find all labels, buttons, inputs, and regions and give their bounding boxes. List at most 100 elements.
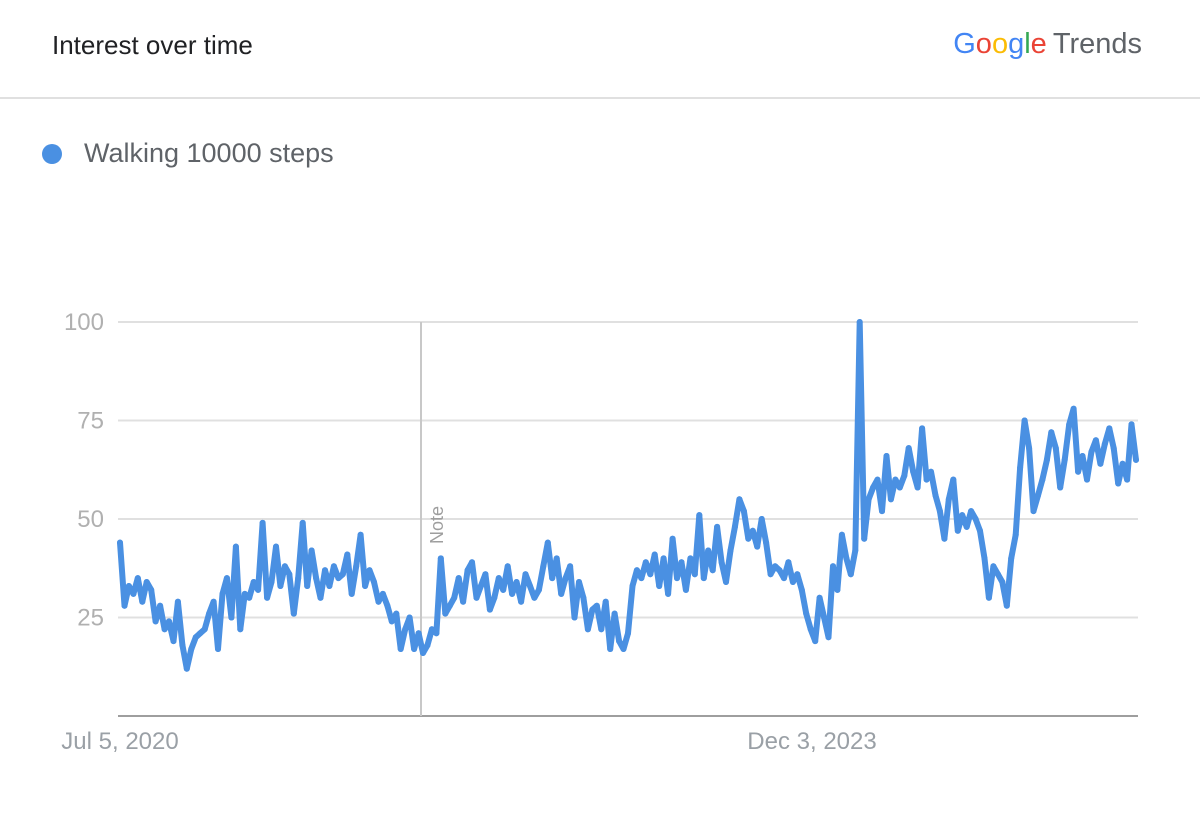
brand-letter: G: [953, 28, 976, 60]
data-point: [201, 626, 208, 633]
data-point: [928, 468, 934, 475]
data-point: [117, 539, 123, 546]
data-point: [125, 583, 132, 589]
data-point: [576, 579, 582, 585]
data-point: [192, 634, 199, 641]
y-tick-label: 50: [77, 506, 104, 533]
data-point: [317, 594, 324, 601]
data-point: [255, 586, 262, 593]
data-point: [892, 476, 899, 483]
data-point: [807, 626, 814, 633]
data-point: [843, 555, 850, 562]
data-point: [322, 567, 328, 574]
data-point: [273, 543, 279, 550]
data-point: [464, 567, 471, 574]
data-point: [968, 508, 975, 515]
data-point: [758, 516, 765, 522]
data-point: [629, 583, 636, 589]
data-point: [174, 598, 181, 605]
data-point: [375, 598, 382, 605]
legend[interactable]: Walking 10000 steps: [42, 138, 334, 169]
data-point: [1052, 445, 1059, 452]
data-point: [736, 496, 743, 503]
data-point: [1075, 468, 1082, 475]
data-point: [420, 650, 426, 656]
data-point: [531, 594, 538, 601]
data-point: [437, 555, 444, 562]
data-point: [607, 646, 614, 652]
data-point: [1035, 492, 1041, 499]
data-point: [335, 575, 342, 582]
data-point: [286, 571, 293, 578]
data-point: [776, 567, 783, 574]
data-point: [852, 547, 859, 554]
data-point: [700, 575, 707, 582]
data-point: [745, 535, 752, 542]
data-point: [847, 571, 854, 578]
data-point: [348, 590, 355, 597]
data-point: [718, 559, 725, 566]
data-point: [972, 516, 979, 522]
brand-suffix: Trends: [1052, 28, 1142, 60]
data-point: [794, 571, 801, 578]
data-point: [455, 575, 462, 582]
data-point: [197, 630, 204, 637]
data-point: [825, 634, 832, 641]
data-point: [558, 590, 565, 597]
data-point: [1070, 405, 1077, 412]
data-point: [549, 575, 556, 582]
data-point: [1092, 437, 1099, 444]
google-trends-logo: Google Trends: [953, 28, 1142, 61]
data-point: [981, 555, 988, 562]
brand-letter: e: [1030, 28, 1047, 60]
data-point: [540, 563, 547, 570]
data-point: [428, 626, 435, 633]
data-point: [625, 630, 631, 637]
data-point: [295, 575, 302, 582]
data-point: [1133, 456, 1139, 463]
brand-letter: o: [975, 28, 992, 60]
data-point: [544, 539, 551, 546]
data-point: [1124, 476, 1131, 483]
data-point: [397, 646, 404, 652]
data-point: [1057, 484, 1064, 491]
data-point: [1003, 602, 1010, 609]
data-point: [571, 614, 578, 621]
data-point: [642, 559, 649, 566]
data-point: [527, 583, 533, 589]
y-tick-label: 25: [77, 605, 104, 632]
data-point: [772, 563, 779, 570]
data-point: [709, 567, 716, 574]
x-tick-label: Jul 5, 2020: [61, 728, 178, 755]
data-point: [838, 531, 845, 538]
data-point: [580, 594, 587, 601]
data-point: [887, 496, 894, 503]
data-point: [905, 445, 912, 452]
data-point: [821, 614, 828, 621]
data-point: [406, 614, 413, 621]
data-point: [834, 586, 841, 593]
data-point: [1097, 460, 1104, 467]
data-point: [1101, 441, 1108, 448]
data-point: [593, 602, 600, 609]
data-point: [402, 626, 409, 633]
data-point: [1021, 417, 1028, 424]
data-point: [148, 586, 155, 593]
data-point: [740, 508, 747, 515]
data-point: [1039, 476, 1046, 483]
data-point: [241, 590, 248, 597]
data-point: [1084, 476, 1090, 483]
data-point: [446, 602, 453, 609]
data-point: [121, 602, 128, 609]
data-point: [656, 583, 663, 589]
data-point: [856, 319, 863, 325]
data-point: [660, 555, 667, 562]
data-point: [264, 594, 271, 601]
data-point: [723, 579, 729, 585]
data-point: [504, 563, 511, 570]
data-point: [798, 586, 805, 593]
data-point: [651, 551, 658, 558]
data-point: [442, 610, 449, 617]
data-point: [754, 543, 761, 550]
